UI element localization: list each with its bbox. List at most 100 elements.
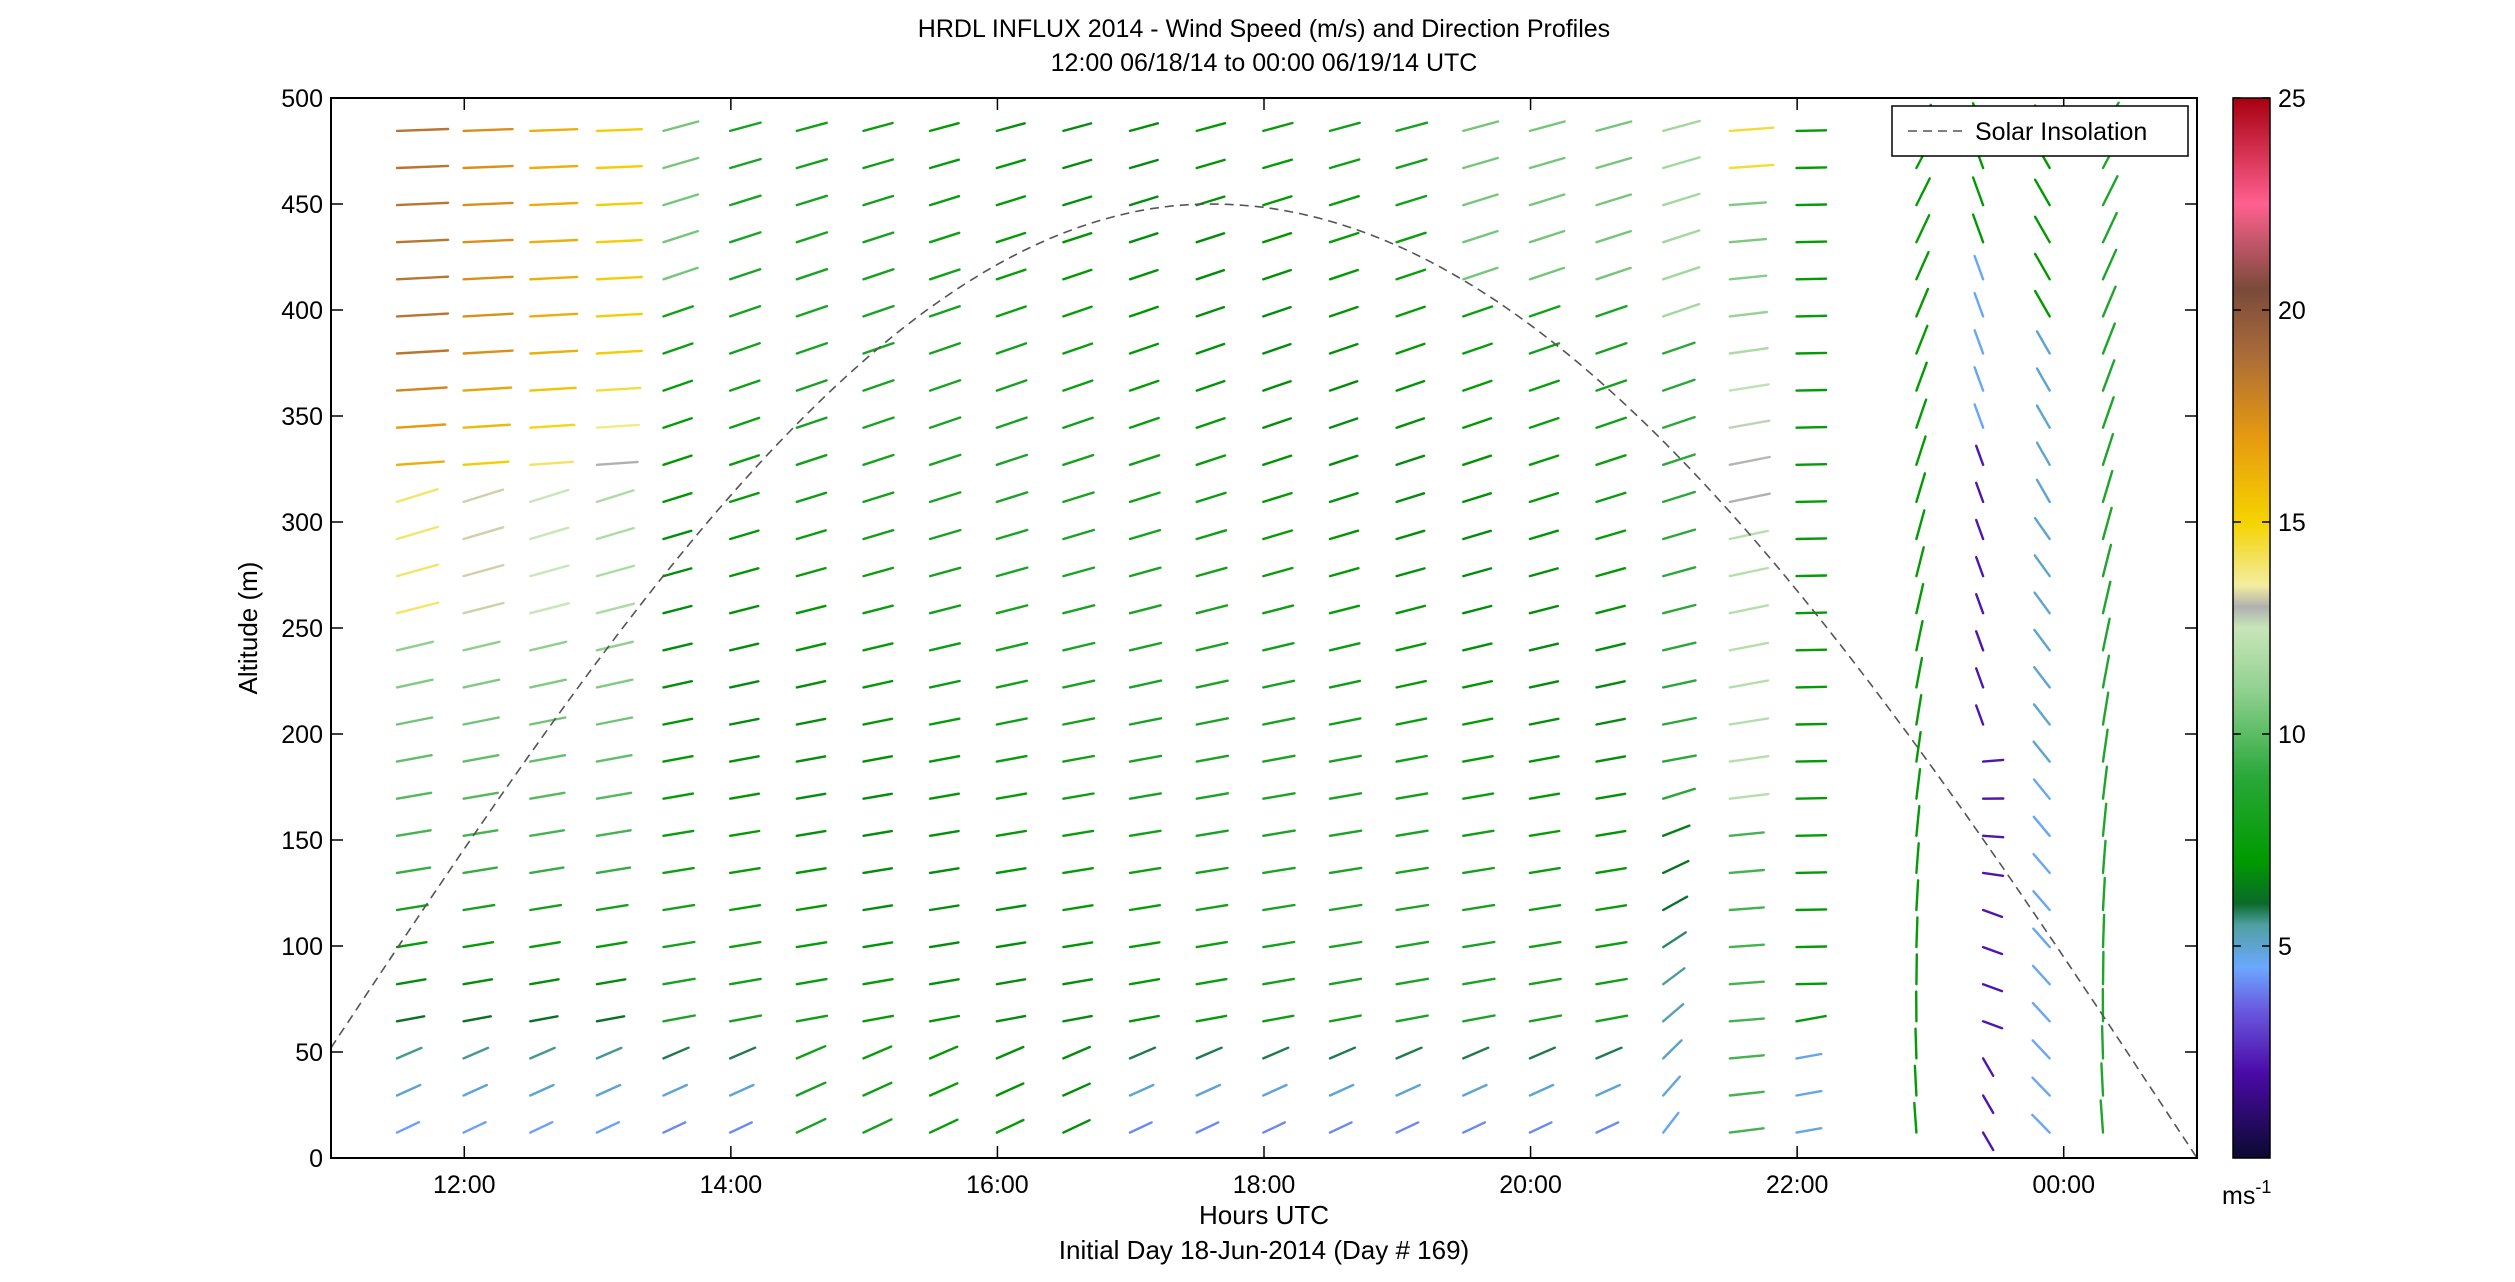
- wind-vector: [1915, 842, 1920, 875]
- wind-vector: [529, 201, 579, 207]
- wind-vector: [1462, 755, 1494, 763]
- wind-vector: [928, 1045, 959, 1060]
- wind-vector: [1128, 379, 1160, 392]
- wind-vector: [2033, 215, 2051, 244]
- wind-vector: [395, 866, 432, 875]
- wind-vector: [1795, 203, 1828, 207]
- wind-vector: [1973, 366, 1985, 392]
- wind-vector: [1128, 679, 1163, 689]
- wind-vector: [1062, 1118, 1091, 1134]
- wind-vector: [1915, 214, 1931, 244]
- wind-vector: [1661, 931, 1688, 949]
- wind-vector: [862, 268, 895, 281]
- wind-vector: [2032, 703, 2051, 726]
- wind-vector: [862, 194, 895, 207]
- wind-vector: [1262, 342, 1292, 355]
- colorbar: 5 10 15 20 25 ms-1: [2222, 85, 2306, 1210]
- wind-vector: [1195, 529, 1228, 541]
- wind-vector: [862, 416, 895, 429]
- wind-vector: [1661, 490, 1697, 504]
- wind-vector: [595, 460, 639, 466]
- wind-vector: [795, 491, 828, 504]
- wind-vector: [928, 194, 961, 207]
- wind-vector: [928, 453, 962, 466]
- wind-vector: [2101, 322, 2117, 355]
- wind-vector: [1795, 537, 1828, 541]
- chart-title-line1: HRDL INFLUX 2014 - Wind Speed (m/s) and …: [918, 15, 1610, 43]
- wind-vector: [1981, 871, 2005, 877]
- wind-vector: [1528, 904, 1562, 912]
- wind-vector: [1795, 1126, 1823, 1134]
- wind-vector: [1971, 213, 1985, 244]
- wind-vector: [729, 867, 761, 875]
- wind-vector: [2033, 516, 2051, 541]
- wind-vector: [1062, 641, 1096, 652]
- wind-vector: [662, 567, 693, 578]
- wind-vector: [1915, 657, 1924, 689]
- wind-vector: [1915, 435, 1927, 466]
- wind-vector: [729, 157, 762, 170]
- wind-vector: [595, 1120, 621, 1134]
- wind-vector: [795, 231, 829, 244]
- wind-vector: [1462, 866, 1496, 875]
- wind-vector: [995, 792, 1028, 800]
- wind-vector: [1262, 940, 1296, 949]
- wind-vector: [1595, 120, 1633, 133]
- wind-vector: [462, 423, 511, 429]
- wind-vector: [2031, 964, 2051, 986]
- wind-vector: [1128, 528, 1162, 541]
- wind-vector: [1728, 792, 1770, 800]
- wind-vector: [2033, 591, 2051, 615]
- wind-vector: [928, 829, 960, 837]
- wind-vector: [2035, 478, 2051, 504]
- wind-vector: [1262, 454, 1293, 466]
- wind-vector: [862, 867, 894, 875]
- wind-vector: [595, 423, 641, 429]
- wind-vector: [662, 342, 694, 355]
- wind-vector: [1395, 792, 1429, 800]
- wind-vector: [995, 158, 1027, 170]
- wind-vector: [1328, 866, 1363, 875]
- wind-vector: [1128, 866, 1162, 875]
- wind-vector: [928, 566, 962, 578]
- wind-vector: [1528, 379, 1560, 392]
- wind-vector: [1262, 717, 1296, 726]
- wind-vector: [1062, 342, 1094, 355]
- wind-vector: [529, 1046, 556, 1060]
- wind-vector: [529, 866, 565, 875]
- wind-vector: [1328, 754, 1362, 763]
- wind-vector: [529, 754, 567, 763]
- wind-vector: [1128, 1083, 1155, 1097]
- legend-entry: Solar Insolation: [1975, 118, 2147, 146]
- wind-vector: [595, 349, 643, 355]
- wind-vector: [862, 304, 895, 318]
- wind-vector: [2035, 441, 2051, 466]
- wind-vector: [529, 423, 576, 429]
- wind-vector: [462, 386, 513, 392]
- wind-vector: [1528, 755, 1560, 763]
- wind-vector: [2031, 1001, 2051, 1023]
- y-tick-label: 400: [281, 297, 323, 325]
- wind-vector: [1328, 231, 1360, 244]
- wind-vector: [862, 904, 894, 912]
- wind-vector: [928, 604, 962, 615]
- wind-vector: [1913, 1064, 1918, 1097]
- wind-vector: [1328, 194, 1360, 207]
- wind-vector: [995, 342, 1028, 355]
- wind-vector: [1062, 305, 1093, 318]
- wind-vector: [1262, 903, 1296, 912]
- wind-vector: [1795, 425, 1828, 429]
- wind-vector: [1661, 566, 1697, 578]
- wind-vector: [1528, 717, 1560, 726]
- wind-vector: [529, 349, 579, 355]
- wind-vector: [529, 640, 568, 652]
- wind-vector: [1262, 195, 1293, 207]
- wind-vector: [1728, 383, 1770, 392]
- wind-vector: [795, 755, 827, 763]
- wind-vector: [1395, 492, 1426, 504]
- wind-vector: [1981, 1020, 2004, 1030]
- wind-vector: [1728, 347, 1769, 355]
- wind-vector: [928, 158, 960, 170]
- wind-vector: [462, 488, 505, 504]
- wind-vector: [462, 526, 505, 541]
